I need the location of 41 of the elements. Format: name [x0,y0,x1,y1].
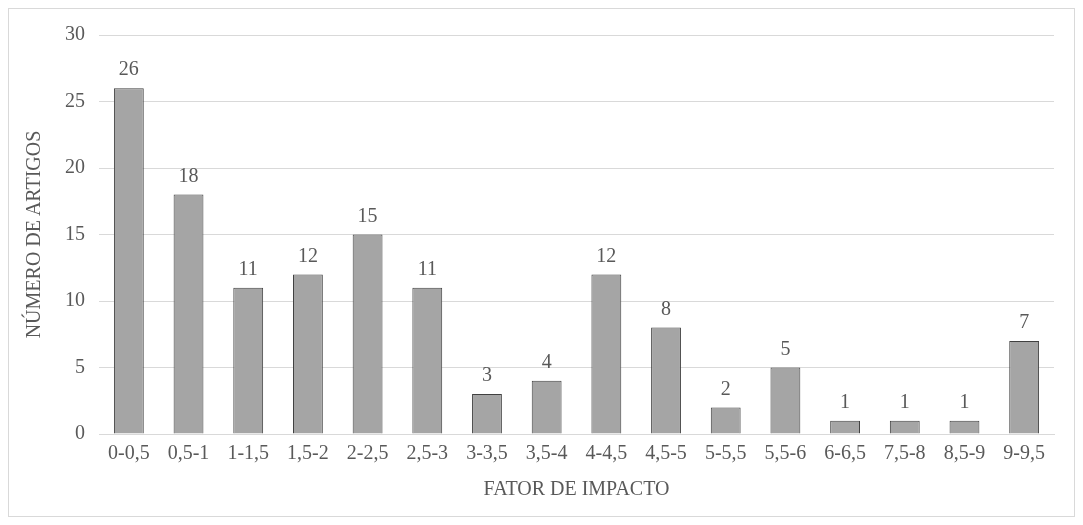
data-label: 1 [959,389,970,412]
data-label: 1 [840,389,851,412]
data-label: 8 [661,296,672,319]
x-tick-label: 4,5-5 [645,441,687,464]
x-tick-label: 9-9,5 [1003,441,1045,464]
x-tick-label: 5-5,5 [704,441,747,464]
data-label: 7 [1019,310,1030,333]
x-tick-label: 0,5-1 [167,441,210,464]
x-tick-label: 3-3,5 [466,441,508,464]
y-tick-label: 5 [75,354,85,377]
x-tick-label: 4-4,5 [585,441,628,464]
data-label: 3 [481,363,492,386]
data-label: 11 [417,256,437,279]
x-tick-label: 0-0,5 [108,441,150,464]
x-tick-label: 7,5-8 [883,441,926,464]
y-tick-label: 10 [65,288,85,311]
x-tick-label: 8,5-9 [943,441,986,464]
x-tick-label: 2-2,5 [346,441,389,464]
y-tick-label: 20 [65,155,85,178]
y-tick-label: 15 [65,221,85,244]
y-tick-label: 25 [65,88,85,111]
data-label: 11 [238,256,258,279]
x-tick-label: 2,5-3 [406,441,449,464]
y-axis-title: NÚMERO DE ARTIGOS [21,130,45,339]
x-tick-label: 5,5-6 [764,441,807,464]
y-tick-label: 0 [75,421,85,444]
data-label: 12 [596,243,617,266]
x-tick-label: 3,5-4 [525,441,568,464]
data-label: 15 [357,203,378,226]
x-tick-label: 6-6,5 [824,441,866,464]
data-label: 5 [780,336,791,359]
x-tick-label: 1,5-2 [287,441,329,464]
x-axis-title: FATOR DE IMPACTO [483,477,670,500]
data-label: 4 [541,350,552,373]
data-label: 26 [118,57,139,80]
data-label: 18 [178,163,199,186]
x-tick-label: 1-1,5 [227,441,270,464]
data-label: 2 [720,376,731,399]
data-label: 12 [297,243,318,266]
y-tick-label: 30 [65,22,85,45]
data-label: 1 [899,389,910,412]
